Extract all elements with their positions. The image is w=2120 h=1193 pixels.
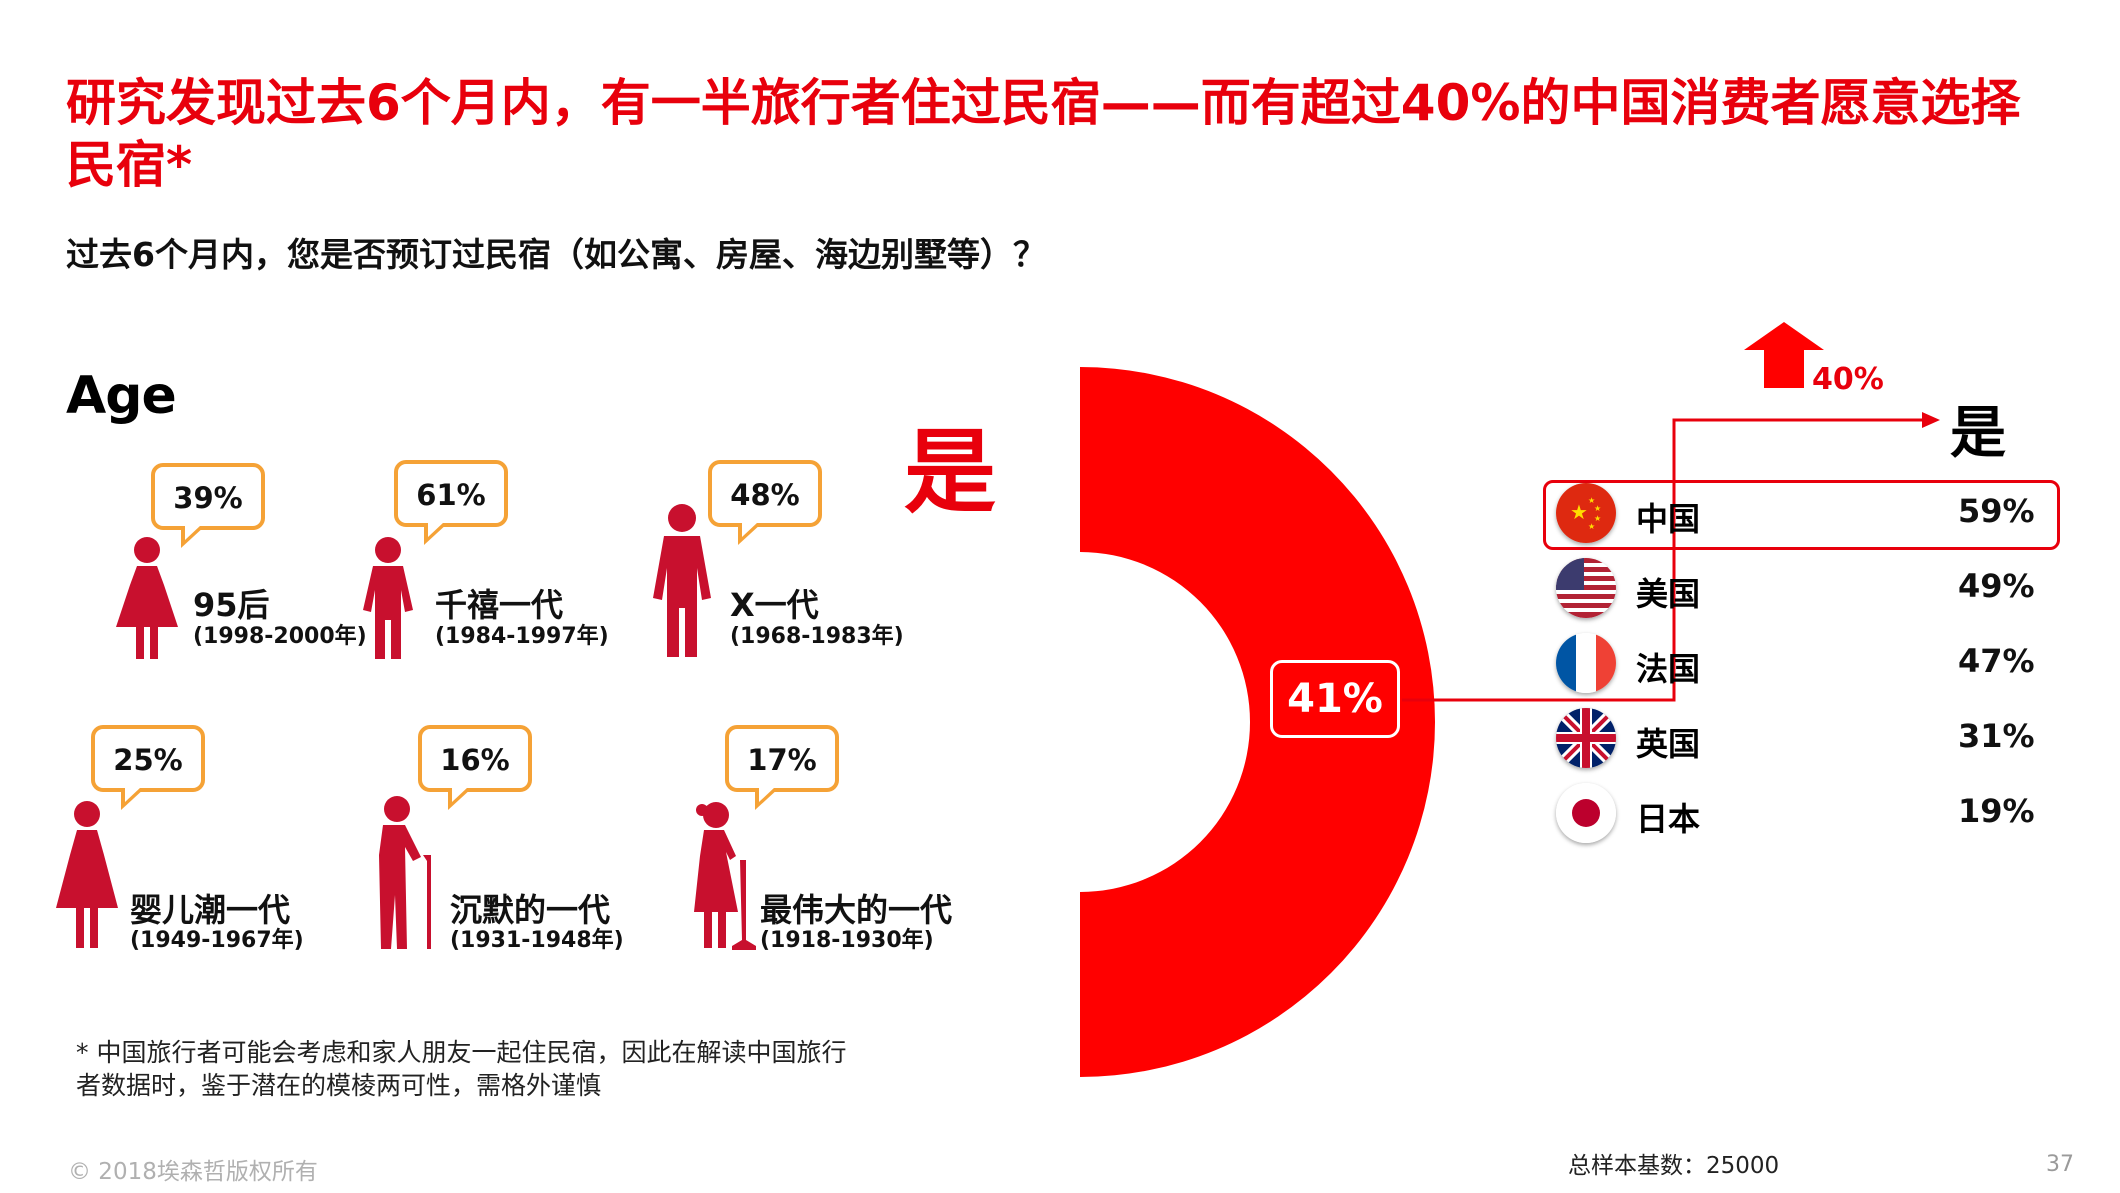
china-flag-icon: ★ ★ ★ ★ ★ [1556,483,1616,543]
generation-percent: 16% [440,743,510,777]
generation-years: (1918-1930年) [760,928,934,953]
country-value: 59% [1958,492,2035,530]
survey-question: 过去6个月内，您是否预订过民宿（如公寓、房屋、海边别墅等）？ [66,235,1046,274]
man-icon [653,504,711,657]
generation-years: (1931-1948年) [450,928,624,953]
svg-text:★: ★ [1570,500,1588,524]
country-row: 英国 31% [1548,705,2048,771]
footnote: * 中国旅行者可能会考虑和家人朋友一起住民宿，因此在解读中国旅行者数据时，鉴于潜… [76,1038,847,1100]
usa-flag-icon [1556,558,1616,618]
yes-label-right: 是 [1950,401,2006,466]
france-flag-icon [1556,633,1616,693]
generation-name: 最伟大的一代 [760,891,953,929]
copyright: © 2018埃森哲版权所有 [68,1159,318,1185]
generation-name: 婴儿潮一代 [130,891,291,929]
generation-years: (1949-1967年) [130,928,304,953]
speech-bubble: 16% [418,725,532,810]
country-row: 日本 19% [1548,780,2048,846]
country-value: 49% [1958,567,2035,605]
country-name: 中国 [1636,500,1701,538]
country-row: 美国 49% [1548,555,2048,621]
speech-bubble: 25% [91,725,205,810]
donut-segment-yes [1080,367,1435,1077]
increase-label: 40% [1812,362,1884,397]
country-name: 法国 [1636,650,1701,688]
generation-percent: 48% [730,478,800,512]
generation-name: 沉默的一代 [450,891,611,929]
generation-percent: 17% [747,743,817,777]
generation-years: (1968-1983年) [730,624,904,649]
page-number: 37 [2046,1152,2074,1177]
speech-bubble: 61% [394,460,508,545]
speech-bubble: 17% [725,725,839,810]
country-row: 法国 47% [1548,630,2048,696]
connector-line [1402,418,1925,702]
country-row: ★ ★ ★ ★ ★ 中国 59% [1548,480,2048,546]
speech-bubble: 39% [151,463,265,548]
highlight-box [1543,480,2060,550]
elderly-woman-with-cane-icon [694,802,756,950]
svg-text:★: ★ [1588,522,1595,531]
country-name: 美国 [1636,575,1701,613]
country-value: 47% [1958,642,2035,680]
svg-text:★: ★ [1594,514,1601,523]
page-title: 研究发现过去6个月内，有一半旅行者住过民宿——而有超过40%的中国消费者愿意选择… [66,74,2021,194]
generation-percent: 61% [416,478,486,512]
uk-flag-icon [1556,708,1616,768]
japan-flag-icon [1556,783,1616,843]
generation-name: X一代 [730,586,819,624]
country-value: 19% [1958,792,2035,830]
up-arrow-icon [1744,322,1824,388]
svg-text:★: ★ [1588,496,1595,505]
elderly-man-with-cane-icon [379,796,431,949]
generation-years: (1984-1997年) [435,624,609,649]
woman-icon [56,801,118,948]
country-name: 英国 [1636,725,1701,763]
connector-arrowhead [1922,412,1940,428]
generation-name: 千禧一代 [435,586,564,624]
country-value: 31% [1958,717,2035,755]
man-icon [363,537,413,659]
generation-percent: 39% [173,481,243,515]
svg-text:★: ★ [1594,504,1601,513]
generation-name: 95后 [193,586,270,624]
generation-percent: 25% [113,743,183,777]
generation-years: (1998-2000年) [193,624,367,649]
speech-bubble: 48% [708,460,822,545]
country-name: 日本 [1636,800,1701,838]
yes-label-large: 是 [904,419,997,526]
age-heading: Age [66,366,177,426]
total-yes-percent: 41% [1270,660,1400,738]
woman-icon [116,537,178,659]
sample-size: 总样本基数：25000 [1568,1153,1780,1179]
